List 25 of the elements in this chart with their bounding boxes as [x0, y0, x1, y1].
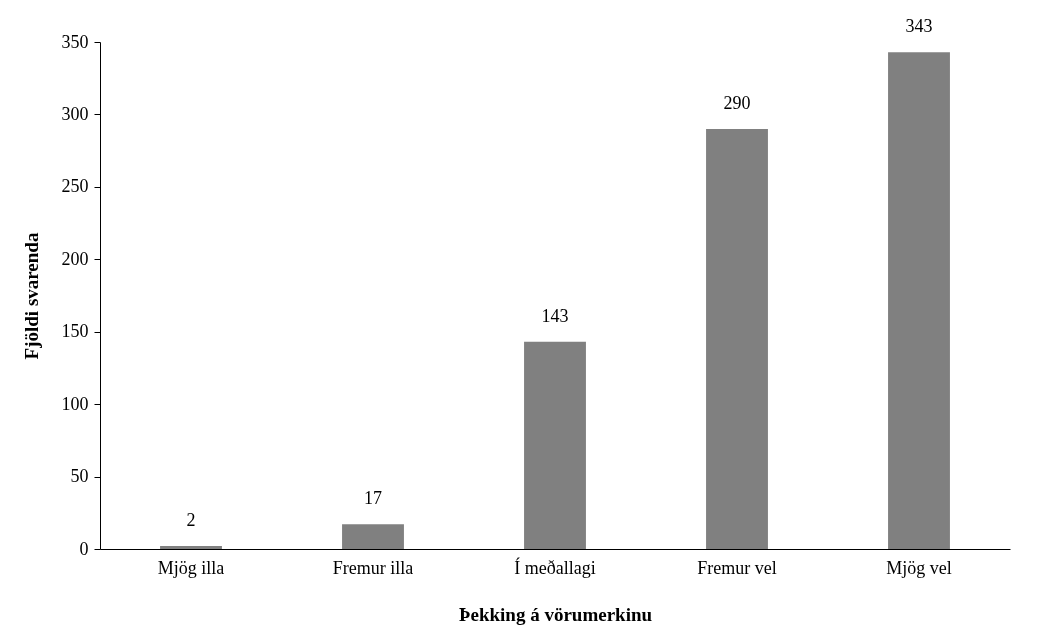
data-label: 2 — [186, 510, 196, 531]
y-tick-label: 50 — [70, 466, 89, 487]
bar — [160, 546, 222, 549]
data-label: 290 — [723, 92, 751, 113]
x-tick-label: Í meðallagi — [514, 556, 596, 578]
x-tick-label: Mjög vel — [886, 557, 952, 578]
bar — [888, 52, 950, 549]
y-tick-label: 200 — [61, 248, 89, 269]
bar — [524, 341, 586, 549]
x-tick-label: Fremur illa — [332, 557, 414, 578]
x-tick-label: Mjög illa — [157, 557, 225, 578]
y-tick-label: 250 — [61, 176, 89, 197]
x-axis-title: Þekking á vörumerkinu — [458, 603, 653, 625]
y-tick-label: 300 — [61, 103, 89, 124]
y-tick-label: 0 — [79, 538, 89, 559]
bar — [342, 524, 404, 549]
y-tick-label: 350 — [61, 31, 89, 52]
y-tick-label: 150 — [61, 321, 89, 342]
data-label: 17 — [364, 488, 382, 509]
bar — [706, 128, 768, 549]
data-label: 143 — [541, 305, 569, 326]
y-tick-label: 100 — [61, 393, 89, 414]
data-label: 343 — [905, 16, 933, 37]
x-tick-label: Fremur vel — [697, 557, 777, 578]
y-axis-title: Fjöldi svarenda — [20, 232, 42, 360]
